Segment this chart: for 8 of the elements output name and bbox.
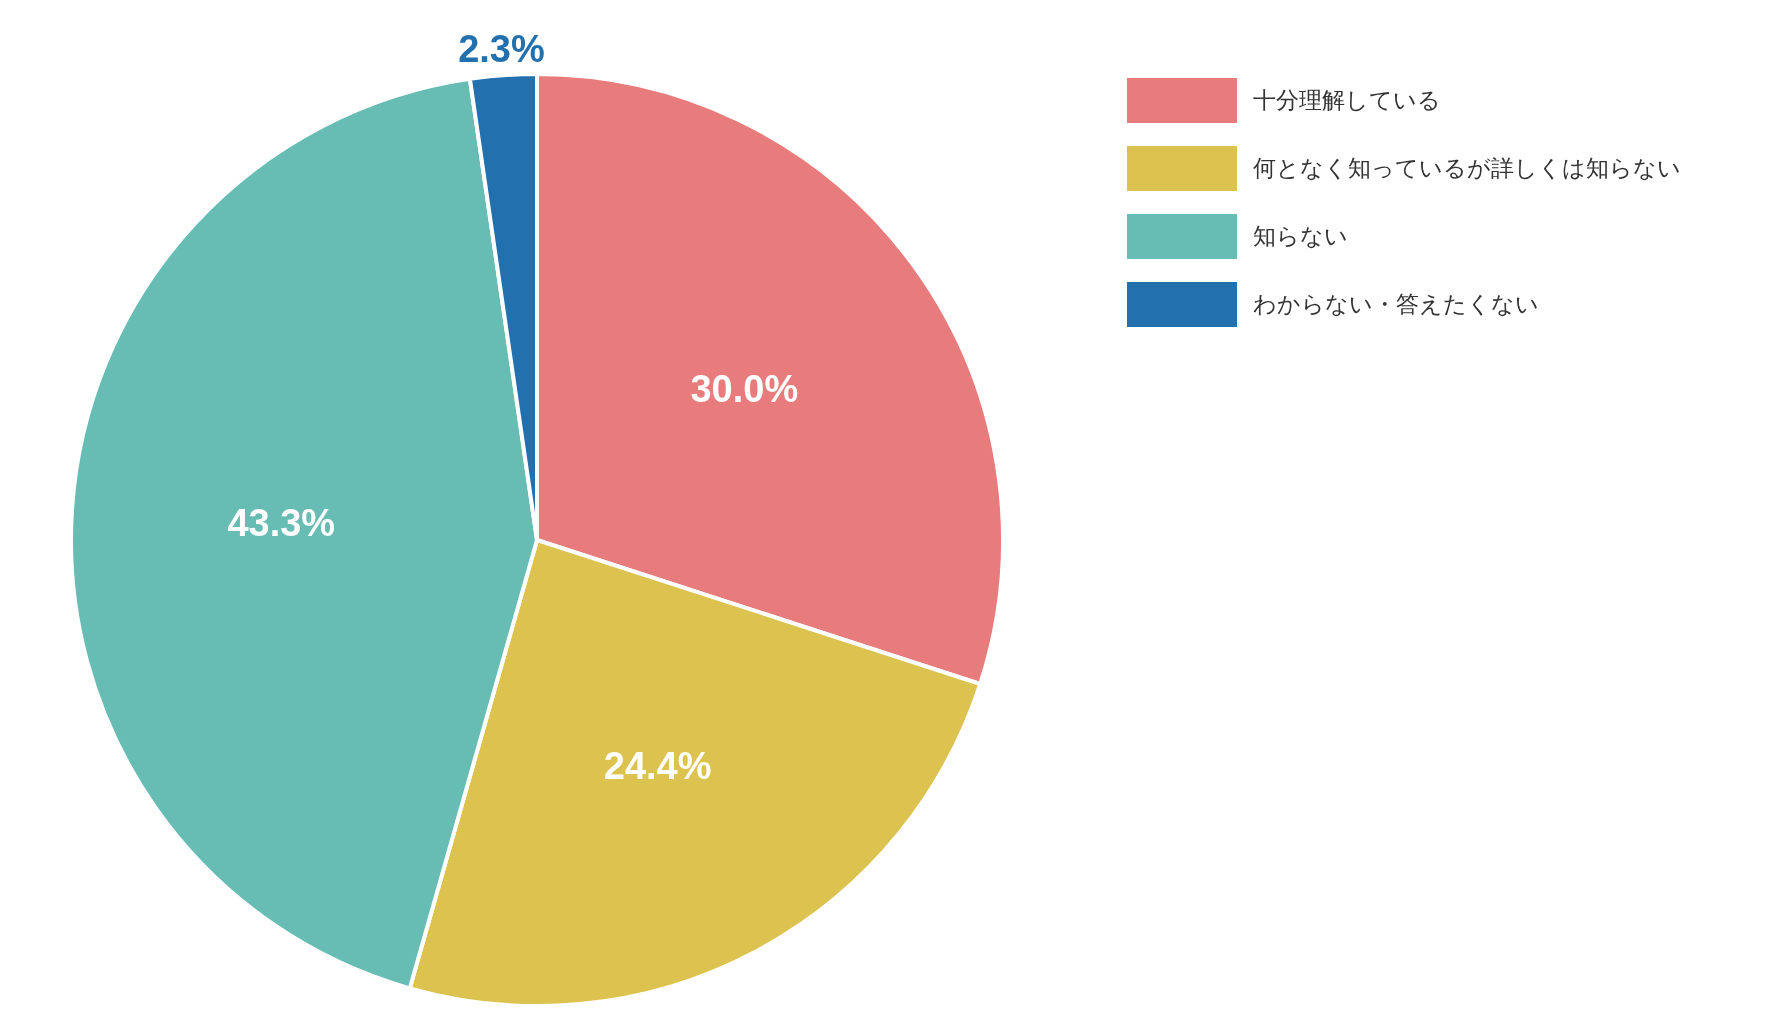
legend-label: 何となく知っているが詳しくは知らない [1253, 154, 1681, 183]
legend-label: わからない・答えたくない [1253, 290, 1539, 319]
data-label: 43.3% [227, 502, 336, 545]
legend-label: 知らない [1253, 222, 1348, 251]
legend-label: 十分理解している [1253, 86, 1441, 115]
data-label: 24.4% [603, 745, 712, 788]
data-label: 2.3% [458, 28, 545, 71]
data-label: 30.0% [690, 368, 799, 411]
